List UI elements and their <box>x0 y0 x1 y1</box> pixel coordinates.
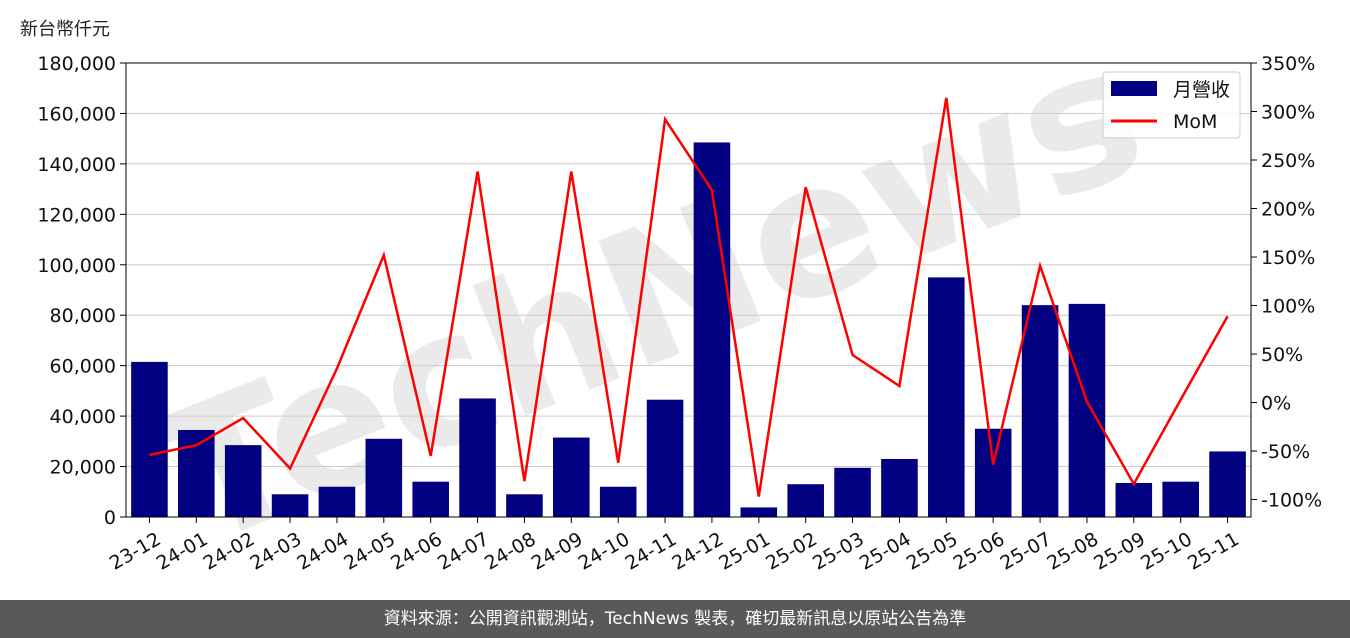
right-tick-label: -50% <box>1261 441 1310 463</box>
revenue-bar <box>1162 481 1199 517</box>
legend-label-revenue: 月營收 <box>1173 79 1230 101</box>
revenue-bar <box>881 458 918 517</box>
revenue-bar <box>459 398 496 517</box>
right-tick-label: 250% <box>1261 150 1315 172</box>
x-tick-label: 25-08 <box>1043 528 1102 575</box>
x-tick-label: 25-06 <box>950 528 1009 575</box>
x-tick-label: 24-11 <box>622 528 681 575</box>
revenue-bar <box>974 428 1012 517</box>
revenue-bar <box>271 494 309 517</box>
x-tick-label: 25-03 <box>809 528 868 575</box>
left-tick-label: 20,000 <box>50 457 116 479</box>
x-tick-label: 25-01 <box>715 528 774 575</box>
x-tick-label: 24-12 <box>668 528 727 575</box>
legend-label-mom: MoM <box>1173 111 1217 133</box>
left-tick-label: 120,000 <box>37 204 116 226</box>
x-tick-label: 24-01 <box>153 528 212 575</box>
revenue-bar <box>131 361 168 517</box>
x-tick-label: 24-08 <box>481 528 540 575</box>
left-tick-label: 0 <box>104 507 116 529</box>
revenue-bar <box>599 486 637 517</box>
x-tick-label: 25-07 <box>997 528 1056 575</box>
x-tick-label: 25-02 <box>762 528 821 575</box>
legend-swatch-revenue <box>1111 81 1157 96</box>
revenue-bar <box>178 429 215 517</box>
right-tick-label: 0% <box>1261 393 1291 415</box>
left-tick-label: 40,000 <box>50 406 116 428</box>
revenue-bar <box>553 437 590 517</box>
mom-line <box>149 97 1229 497</box>
left-tick-label: 140,000 <box>37 154 116 176</box>
revenue-bar <box>318 486 356 517</box>
revenue-bar <box>412 481 449 517</box>
x-tick-label: 24-05 <box>340 528 399 575</box>
right-tick-label: -100% <box>1261 490 1322 512</box>
x-tick-label: 24-10 <box>575 528 634 575</box>
revenue-bar <box>1068 303 1106 517</box>
left-tick-label: 160,000 <box>37 103 116 125</box>
x-tick-label: 24-07 <box>434 528 493 575</box>
revenue-chart: TechNews 020,00040,00060,00080,000100,00… <box>37 3 1322 589</box>
revenue-bar <box>646 399 684 517</box>
right-tick-label: 50% <box>1261 344 1303 366</box>
left-tick-label: 60,000 <box>50 356 116 378</box>
plot-frame <box>125 62 1252 518</box>
line-series <box>149 97 1229 497</box>
revenue-bar <box>787 484 824 517</box>
x-tick-label: 25-10 <box>1137 528 1196 575</box>
bar-series <box>131 142 1246 517</box>
revenue-bar <box>224 445 262 517</box>
revenue-bar <box>1021 305 1059 517</box>
left-tick-label: 100,000 <box>37 255 116 277</box>
right-tick-label: 150% <box>1261 247 1315 269</box>
x-tick-label: 25-09 <box>1090 528 1149 575</box>
right-tick-label: 350% <box>1261 53 1315 75</box>
legend: 月營收 MoM <box>1102 71 1241 139</box>
revenue-bar <box>1115 482 1153 517</box>
x-tick-label: 25-04 <box>856 528 915 575</box>
revenue-bar <box>834 467 871 517</box>
source-footer: 資料來源：公開資訊觀測站，TechNews 製表，確切最新訊息以原站公告為準 <box>0 600 1350 638</box>
revenue-bar <box>740 507 778 517</box>
revenue-bar <box>1209 451 1246 517</box>
revenue-bar <box>365 438 403 517</box>
right-tick-label: 100% <box>1261 296 1315 318</box>
x-tick-label: 25-11 <box>1184 528 1243 575</box>
x-tick-label: 24-06 <box>387 528 446 575</box>
x-tick-label: 25-05 <box>903 528 962 575</box>
revenue-bar <box>928 277 965 517</box>
x-tick-label: 24-09 <box>528 528 587 575</box>
revenue-bar <box>506 494 543 517</box>
right-tick-label: 300% <box>1261 102 1315 124</box>
y-axis-unit-label: 新台幣仟元 <box>20 19 110 40</box>
left-tick-label: 180,000 <box>37 53 116 75</box>
x-tick-label: 23-12 <box>106 528 165 575</box>
left-tick-label: 80,000 <box>50 305 116 327</box>
right-tick-label: 200% <box>1261 199 1315 221</box>
revenue-bar <box>693 142 731 517</box>
